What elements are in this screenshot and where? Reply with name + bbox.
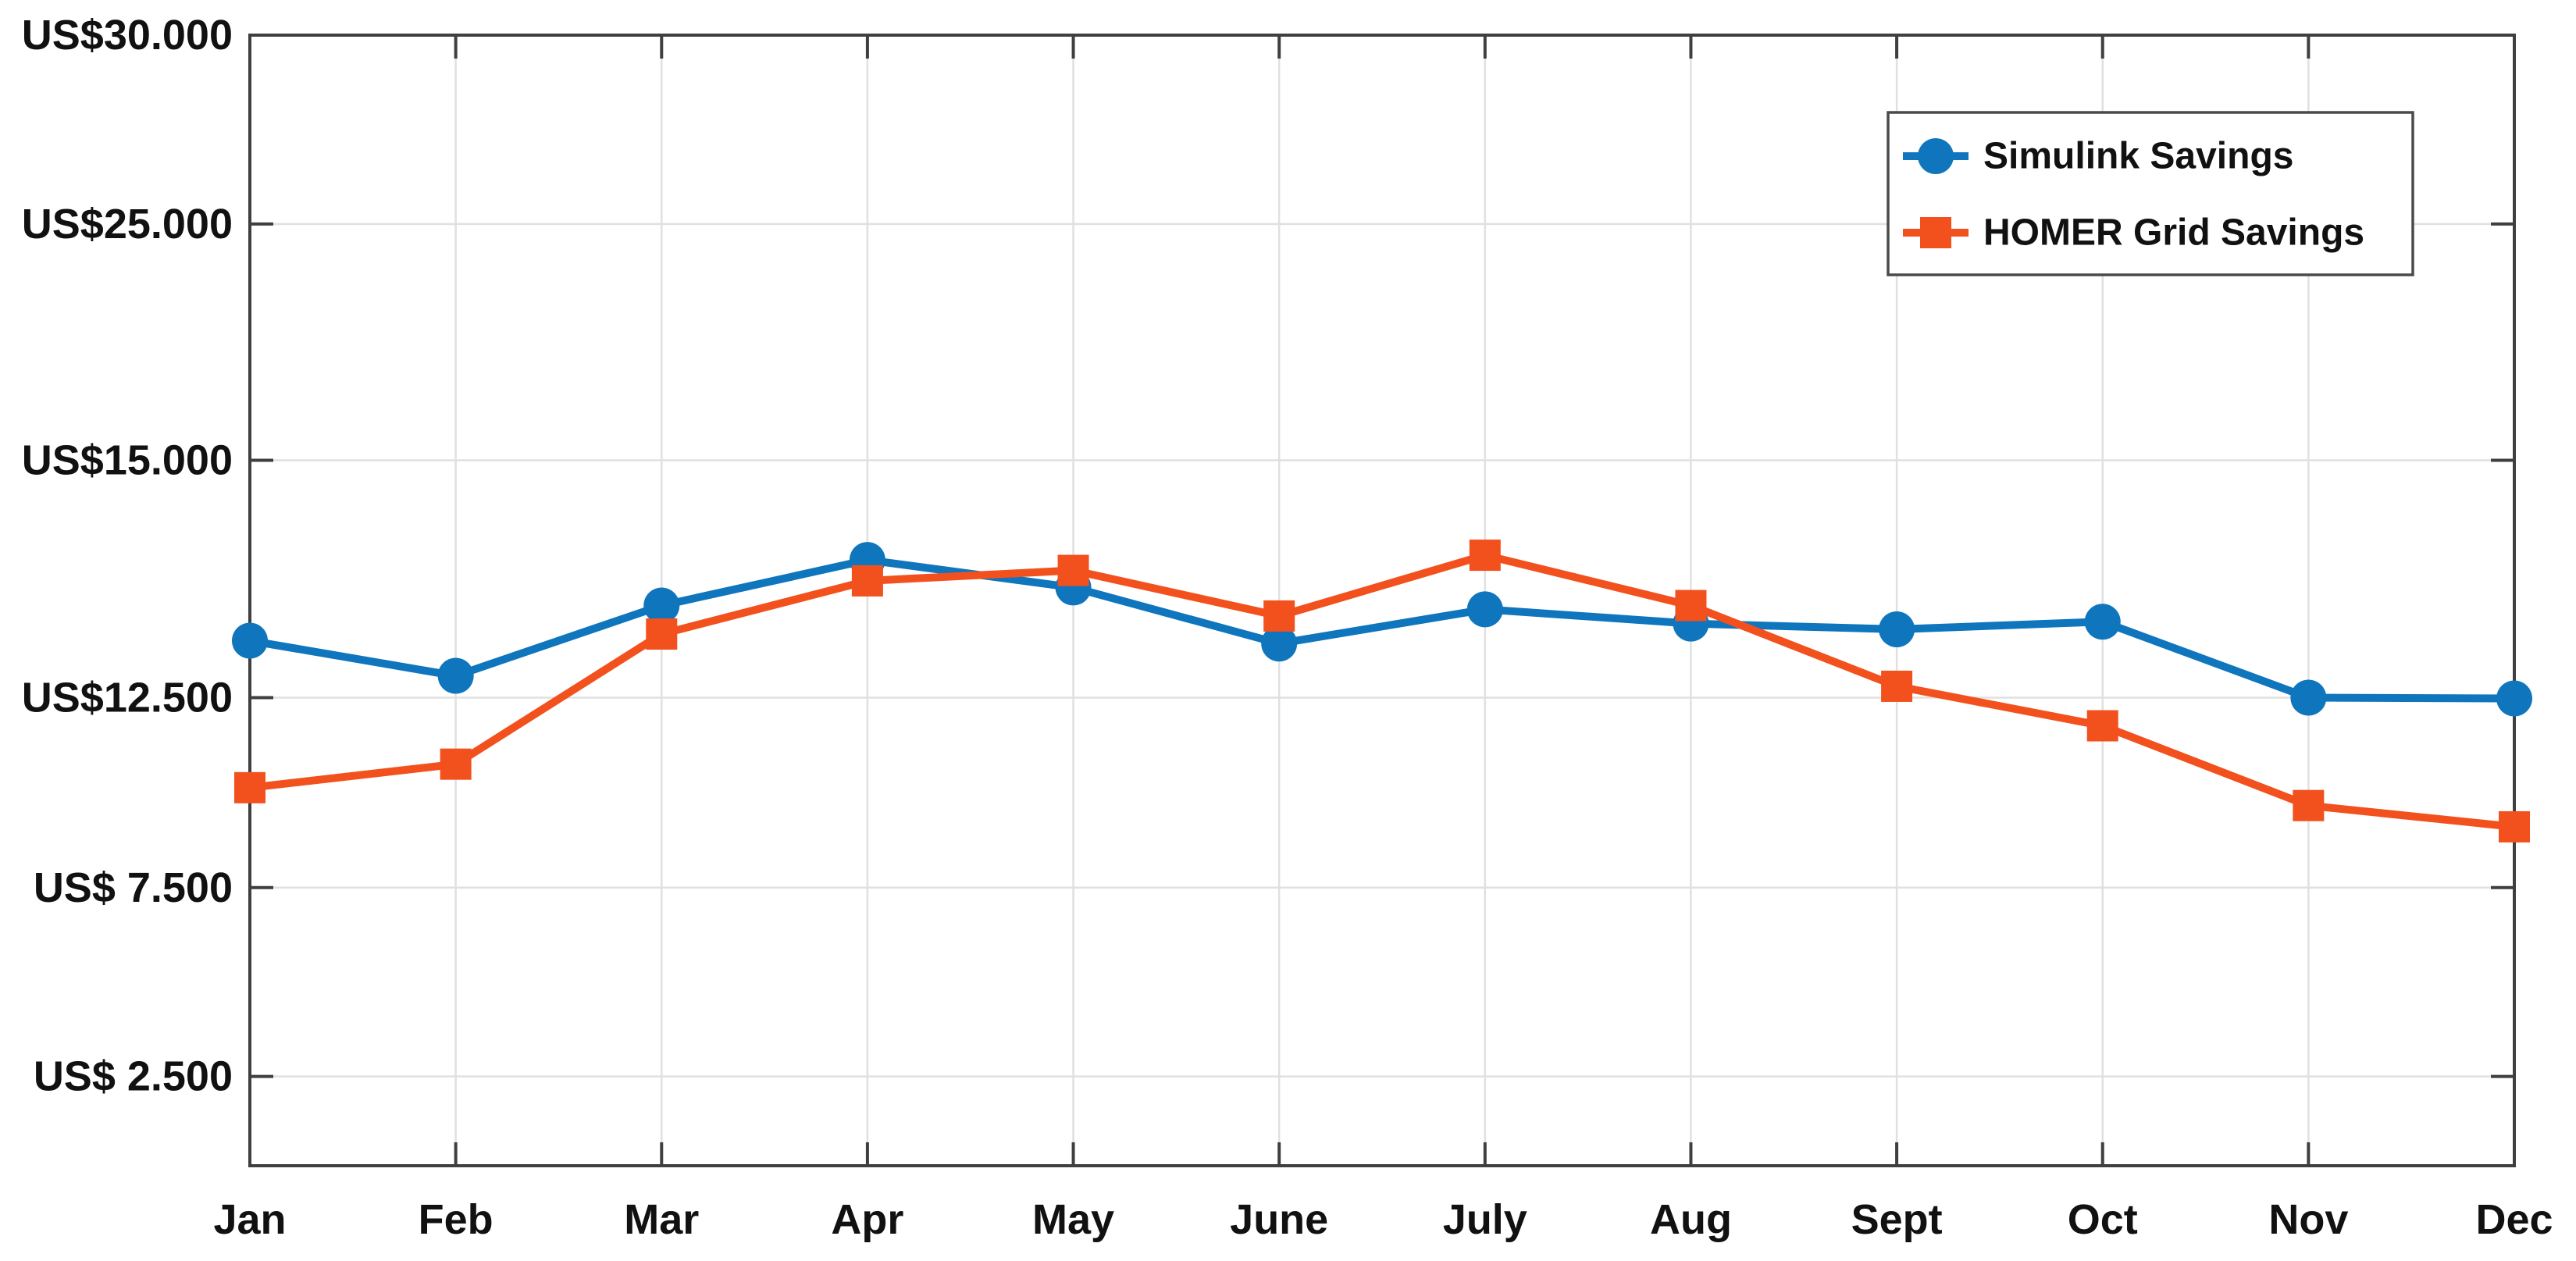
x-tick-label: Dec: [2475, 1196, 2553, 1243]
legend-entry-label: HOMER Grid Savings: [1983, 212, 2364, 254]
data-point-marker: [2290, 679, 2327, 716]
data-point-marker: [440, 748, 472, 780]
data-point-marker: [643, 587, 680, 624]
data-point-marker: [1675, 590, 1707, 622]
data-point-marker: [2496, 680, 2532, 717]
data-point-marker: [234, 771, 265, 803]
data-point-marker: [2084, 604, 2121, 640]
data-point-marker: [232, 622, 268, 659]
x-tick-label: Oct: [2068, 1196, 2138, 1243]
data-point-marker: [2086, 710, 2118, 742]
data-point-marker: [1469, 540, 1501, 572]
data-point-marker: [646, 618, 678, 650]
data-point-marker: [1466, 591, 1503, 628]
y-tick-label: US$30.000: [22, 12, 233, 59]
data-point-marker: [1920, 217, 1951, 248]
x-tick-label: Aug: [1650, 1196, 1732, 1243]
x-tick-label: Nov: [2268, 1196, 2348, 1243]
y-tick-label: US$12.500: [22, 675, 233, 721]
data-point-marker: [1881, 670, 1913, 702]
x-tick-label: Sept: [1851, 1196, 1943, 1243]
data-point-marker: [1918, 138, 1954, 174]
series-line-simulink-savings: [246, 556, 2518, 703]
legend-entry-label: Simulink Savings: [1983, 136, 2293, 177]
plot-frame: [248, 34, 2516, 1167]
data-point-marker: [1261, 625, 1298, 662]
data-point-marker: [1879, 611, 1915, 647]
data-point-marker: [1263, 600, 1295, 632]
series-line-homer-grid-savings: [246, 551, 2518, 831]
data-point-marker: [437, 657, 474, 694]
x-tick-label: May: [1032, 1196, 1114, 1243]
x-tick-label: July: [1443, 1196, 1527, 1243]
y-tick-label: US$25.000: [22, 201, 233, 248]
x-tick-label: June: [1230, 1196, 1328, 1243]
x-tick-label: Jan: [213, 1196, 286, 1243]
legend-box: [1887, 111, 2414, 276]
y-tick-label: US$ 7.500: [34, 864, 233, 911]
x-tick-label: Apr: [831, 1196, 903, 1243]
data-point-marker: [2293, 789, 2325, 821]
x-tick-label: Mar: [624, 1196, 699, 1243]
y-tick-label: US$15.000: [22, 436, 233, 483]
data-point-marker: [1057, 554, 1089, 586]
data-point-marker: [2499, 810, 2530, 842]
data-point-marker: [851, 565, 883, 597]
x-tick-label: Feb: [419, 1196, 493, 1243]
y-tick-label: US$ 2.500: [34, 1053, 233, 1100]
